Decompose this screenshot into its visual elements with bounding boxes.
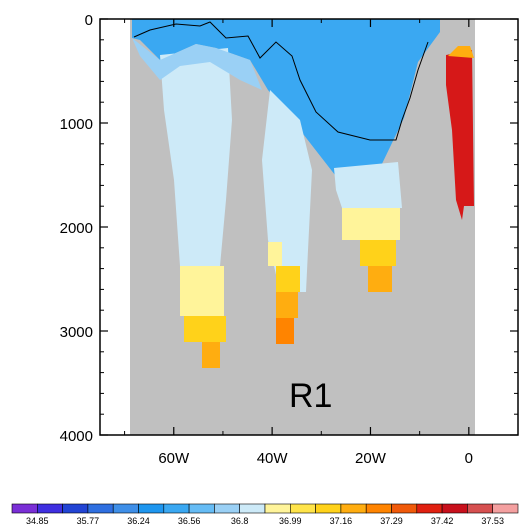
- colorbar-segment: [315, 503, 342, 514]
- colorbar-segment: [138, 503, 165, 514]
- outflow-cap: [448, 46, 474, 58]
- mediterranean-outflow: [446, 50, 474, 220]
- x-tick-label: 20W: [355, 450, 387, 467]
- ocean-section: [130, 19, 475, 435]
- colorbar-segment: [214, 503, 240, 514]
- deep-water-east-3: [368, 266, 392, 292]
- deep-water-east-2: [360, 240, 396, 266]
- colorbar-segment: [467, 503, 493, 514]
- colorbar-segment: [239, 503, 266, 514]
- colorbar-label: 36.99: [279, 516, 302, 526]
- y-tick-label: 1000: [60, 116, 93, 133]
- colorbar-segment: [492, 503, 519, 514]
- colorbar-label: 36.56: [178, 516, 201, 526]
- panel-label: R1: [289, 377, 332, 415]
- x-tick-label: 40W: [257, 450, 289, 467]
- colorbar-segment: [340, 503, 367, 514]
- colorbar-label: 34.85: [26, 516, 49, 526]
- intermediate-water-west: [160, 48, 232, 266]
- colorbar-segment: [188, 503, 215, 514]
- deep-water-central-3: [276, 292, 298, 318]
- colorbar-label: 36.24: [127, 516, 150, 526]
- shallow-blue-band: [132, 38, 262, 90]
- colorbar-segment: [112, 503, 139, 514]
- colorbar-segment: [416, 503, 443, 514]
- surface-water-layer: [132, 19, 440, 175]
- colorbar-segment: [391, 503, 418, 514]
- colorbar-segment: [36, 503, 63, 514]
- intermediate-water-central: [262, 90, 312, 292]
- deep-water-west-3: [202, 342, 220, 368]
- colorbar-segment: [441, 503, 468, 514]
- y-axis: 0 1000 2000 3000 4000: [60, 12, 518, 445]
- colorbar-label: 36.8: [231, 516, 249, 526]
- colorbar-segment: [264, 503, 291, 514]
- colorbar-segment: [11, 503, 38, 514]
- deep-water-central-1: [268, 242, 282, 266]
- y-tick-label: 0: [85, 12, 93, 29]
- x-tick-label: 0: [465, 450, 473, 467]
- deep-water-central-4: [276, 318, 294, 344]
- deep-water-central-2: [276, 266, 300, 292]
- colorbar-label: 37.42: [431, 516, 454, 526]
- x-axis: 60W 40W 20W 0: [124, 19, 519, 467]
- colorbar-label: 37.53: [481, 516, 504, 526]
- colorbar-segment: [289, 503, 316, 514]
- colorbar-segment: [87, 503, 114, 514]
- colorbar-segment: [365, 503, 392, 514]
- colorbar-label: 37.29: [380, 516, 403, 526]
- intermediate-water-east: [334, 162, 402, 208]
- colorbar: 34.85 35.77 36.24 36.56 36.8 36.99 37.16 37.29 3…: [11, 503, 519, 526]
- y-tick-label: 3000: [60, 324, 93, 341]
- colorbar-label: 37.16: [330, 516, 353, 526]
- x-tick-label: 60W: [158, 450, 190, 467]
- colorbar-label: 35.77: [77, 516, 100, 526]
- y-tick-label: 4000: [60, 428, 93, 445]
- colorbar-segment: [163, 503, 190, 514]
- deep-water-west-2: [184, 316, 226, 342]
- contour-line: [133, 21, 429, 141]
- deep-water-west-1: [180, 266, 224, 316]
- deep-water-east-1: [342, 208, 400, 240]
- colorbar-segment: [62, 503, 89, 514]
- y-tick-label: 2000: [60, 220, 93, 237]
